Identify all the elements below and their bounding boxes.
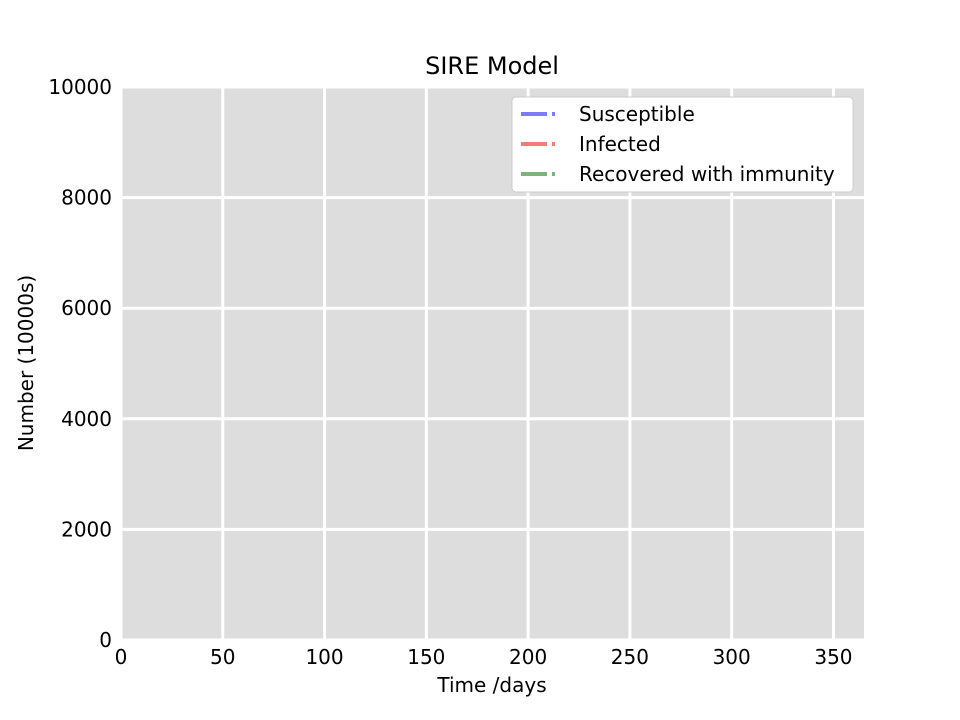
x-axis-label: Time /days — [436, 673, 546, 697]
x-tick-label: 350 — [814, 645, 852, 669]
x-tick-labels: 0 50 100 150 200 250 300 350 — [115, 645, 853, 669]
legend-box — [511, 96, 854, 193]
x-tick-label: 0 — [115, 645, 128, 669]
y-tick-label: 4000 — [61, 407, 112, 431]
chart-title: SIRE Model — [425, 52, 559, 80]
legend-label: Recovered with immunity — [579, 162, 835, 186]
x-tick-label: 250 — [611, 645, 649, 669]
x-tick-label: 300 — [713, 645, 751, 669]
x-tick-label: 200 — [509, 645, 547, 669]
legend-label: Infected — [579, 132, 661, 156]
y-tick-label: 0 — [99, 628, 112, 652]
y-axis-label: Number (10000s) — [14, 275, 38, 451]
y-tick-label: 10000 — [48, 75, 112, 99]
y-tick-label: 6000 — [61, 296, 112, 320]
x-tick-label: 50 — [210, 645, 235, 669]
y-tick-label: 8000 — [61, 186, 112, 210]
y-tick-labels: 0 2000 4000 6000 8000 10000 — [48, 75, 112, 652]
x-tick-label: 150 — [407, 645, 445, 669]
legend: Susceptible Infected Recovered with immuni… — [511, 96, 854, 193]
y-tick-label: 2000 — [61, 517, 112, 541]
legend-label: Susceptible — [579, 102, 695, 126]
x-tick-label: 100 — [305, 645, 343, 669]
